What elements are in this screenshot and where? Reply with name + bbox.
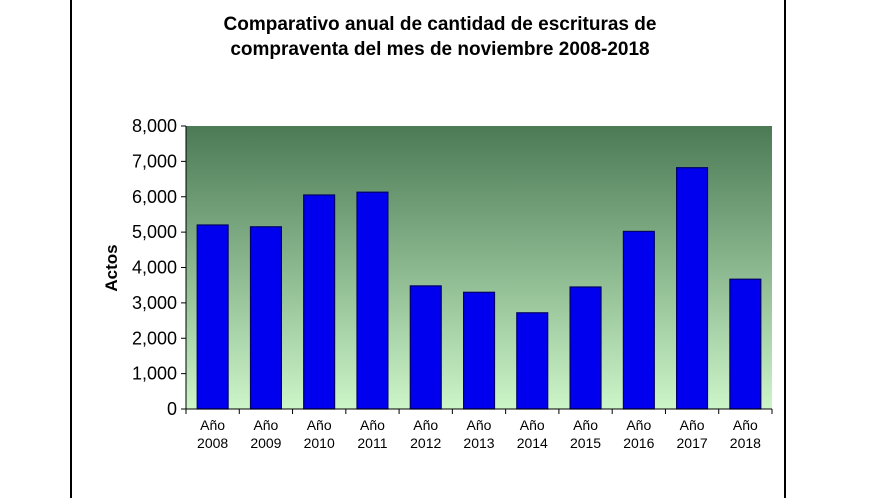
x-tick-label-2014: Año 2014 — [517, 417, 548, 451]
x-tick-label-2012: Año 2012 — [410, 417, 441, 451]
y-axis-label: Actos — [102, 244, 121, 291]
x-tick-label-2016: Año 2016 — [623, 417, 654, 451]
bar-2010 — [303, 194, 336, 410]
y-tick-label: 2,000 — [132, 328, 177, 348]
bar-2011 — [356, 191, 389, 410]
y-tick-label: 8,000 — [132, 116, 177, 136]
bar-2008 — [196, 224, 229, 410]
chart-title-line-2: compraventa del mes de noviembre 2008-20… — [230, 39, 650, 60]
bar-2017 — [675, 167, 709, 410]
y-tick-label: 4,000 — [132, 258, 177, 278]
bar-2013 — [463, 291, 496, 410]
y-tick-label: 6,000 — [132, 187, 177, 207]
x-tick-label-2010: Año 2010 — [304, 417, 335, 451]
bar-2014 — [516, 312, 549, 410]
y-tick-label: 1,000 — [132, 364, 177, 384]
chart-title: Comparativo anual de cantidad de escritu… — [150, 12, 730, 62]
x-tick-label-2009: Año 2009 — [250, 417, 281, 451]
bar-2016 — [622, 230, 655, 410]
x-tick-label-2017: Año 2017 — [677, 417, 708, 451]
x-tick-label-2015: Año 2015 — [570, 417, 601, 451]
bar-2018 — [729, 278, 762, 410]
x-tick-label-2008: Año 2008 — [197, 417, 228, 451]
x-tick-label-2011: Año 2011 — [357, 417, 387, 451]
bar-2009 — [249, 226, 282, 410]
chart-title-line-1: Comparativo anual de cantidad de escritu… — [223, 14, 657, 35]
y-tick-label: 0 — [167, 399, 177, 419]
chart-frame — [70, 0, 786, 498]
y-tick-label: 3,000 — [132, 293, 177, 313]
bar-2015 — [569, 286, 602, 410]
x-tick-label-2018: Año 2018 — [730, 417, 761, 451]
y-tick-label: 7,000 — [132, 151, 177, 171]
bar-2012 — [409, 285, 442, 410]
y-tick-label: 5,000 — [132, 222, 177, 242]
x-tick-label-2013: Año 2013 — [463, 417, 494, 451]
